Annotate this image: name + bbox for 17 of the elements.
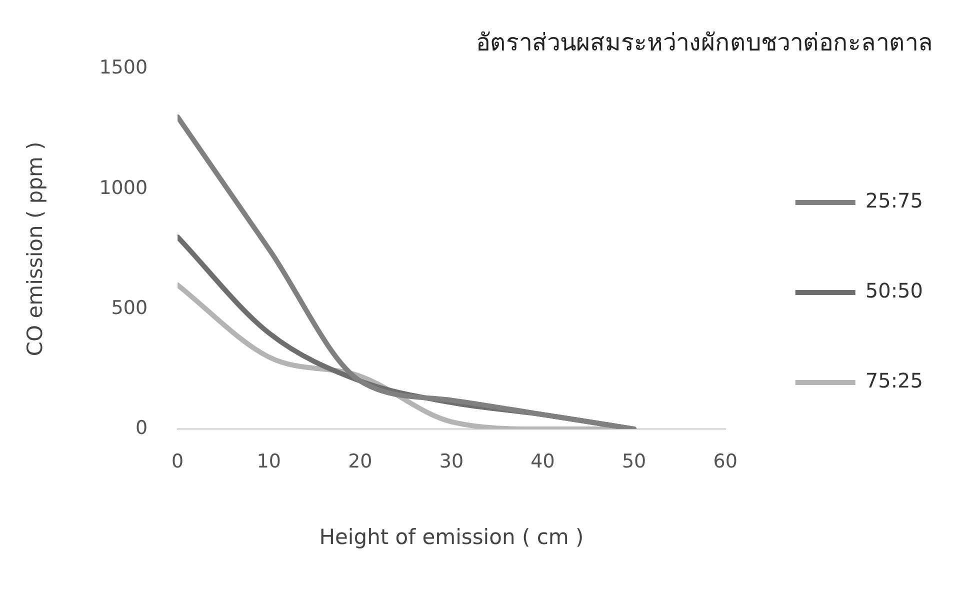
x-tick-label: 10 [256,450,281,472]
legend-label: 50:50 [865,278,924,303]
x-axis-title: Height of emission ( cm ) [319,524,584,549]
y-tick-label: 0 [135,416,148,439]
chart-title: อัตราส่วนผสมระหว่างผักตบชวาต่อกะลาตาล [476,28,933,57]
x-tick-label: 20 [348,450,372,472]
legend-label: 75:25 [865,368,924,393]
x-tick-label: 30 [439,450,464,472]
x-tick-label: 60 [713,450,738,472]
x-tick-label: 50 [622,450,646,472]
x-tick-label: 40 [530,450,555,472]
x-tick-label: 0 [172,450,184,472]
y-axis-title: CO emission ( ppm ) [23,142,48,356]
y-tick-label: 500 [111,296,148,319]
y-tick-label: 1500 [99,56,148,79]
y-tick-label: 1000 [99,176,148,199]
legend-label: 25:75 [865,188,924,213]
